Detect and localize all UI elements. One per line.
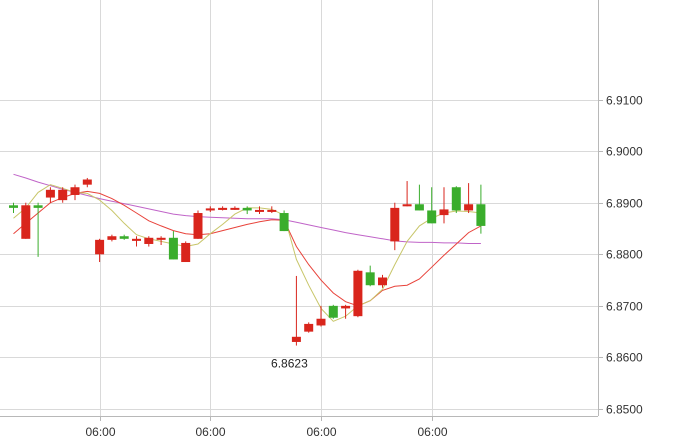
candle (144, 236, 154, 247)
candle-body (70, 187, 80, 195)
candle-body (304, 323, 314, 332)
candle (328, 304, 338, 319)
candle (193, 210, 203, 239)
candle-body (95, 239, 105, 255)
candle-body (328, 305, 338, 318)
y-tick-label: 6.9100 (606, 94, 643, 108)
candle (242, 206, 252, 215)
candle-body (378, 277, 387, 286)
candle (107, 234, 117, 242)
y-tick-label: 6.8600 (606, 351, 643, 365)
candle-body (193, 213, 203, 239)
candle (255, 206, 264, 215)
x-tick-label: 06:00 (85, 425, 115, 439)
candle (451, 186, 461, 214)
candle-body (365, 272, 375, 286)
x-tick-label: 06:00 (306, 425, 336, 439)
candle-body (390, 207, 400, 242)
candle (414, 184, 424, 211)
candle (58, 187, 68, 203)
candle-body (21, 205, 31, 239)
candle-body (316, 318, 326, 326)
candle (33, 202, 43, 257)
moving-average-lines (13, 173, 482, 322)
candle-body (33, 205, 43, 208)
candle (427, 187, 437, 224)
candle-body (451, 187, 461, 211)
candle (230, 206, 240, 210)
candle (464, 183, 474, 214)
candle (341, 304, 351, 319)
candle (279, 210, 289, 232)
candle-body (82, 179, 92, 185)
y-tick-label: 6.8700 (606, 300, 643, 314)
candle-body (279, 213, 289, 232)
candle-body (464, 204, 474, 211)
x-tick-label: 06:00 (417, 425, 447, 439)
candle-body (156, 237, 166, 240)
candle-body (181, 242, 191, 263)
candle (316, 305, 326, 327)
x-tick-label: 06:00 (195, 425, 225, 439)
candle (378, 274, 387, 288)
candle-body (267, 209, 277, 212)
candle-body (132, 238, 141, 241)
candle (82, 177, 92, 188)
candle-body (255, 209, 264, 212)
candle (353, 269, 363, 318)
candles (9, 177, 486, 346)
gridlines (0, 0, 598, 416)
candle (119, 234, 129, 240)
ma-long-line (13, 173, 481, 244)
candle (168, 231, 178, 260)
candle (132, 236, 141, 247)
candle-body (58, 189, 68, 201)
y-tick-label: 6.9000 (606, 145, 643, 159)
ma-mid-line (13, 190, 482, 307)
candle (291, 275, 301, 346)
y-tick-label: 6.8900 (606, 197, 643, 211)
candle (9, 202, 18, 214)
candle (402, 181, 412, 207)
y-tick-label: 6.8800 (606, 248, 643, 262)
labels: 6.8500 6.8600 6.8700 6.8800 6.8900 6.9000 6.91… (85, 94, 643, 440)
candle-body (427, 210, 437, 224)
candle (267, 206, 277, 214)
candle-body (341, 305, 351, 309)
candle-body (414, 204, 424, 211)
candle (181, 241, 191, 263)
candle-body (242, 207, 252, 211)
candle-body (402, 204, 412, 207)
candle (21, 202, 31, 239)
candle (390, 202, 400, 251)
candle-body (45, 189, 55, 198)
candle-body (119, 236, 129, 239)
candle-body (107, 236, 117, 240)
candle (156, 236, 166, 246)
candle (70, 184, 80, 201)
candle-body (476, 204, 486, 226)
candle-body (291, 336, 301, 342)
low-price-annotation: 6.8623 (271, 357, 308, 371)
candle-body (439, 209, 449, 216)
candle (439, 187, 449, 224)
candle (476, 184, 486, 234)
candle (218, 206, 228, 211)
candle-body (168, 237, 178, 260)
y-tick-label: 6.8500 (606, 403, 643, 417)
candle (95, 238, 105, 263)
candle (304, 322, 314, 333)
candle (365, 265, 375, 287)
candle-body (353, 270, 363, 317)
candle-body (144, 237, 154, 244)
axes (0, 0, 603, 421)
candle-body (230, 207, 240, 210)
candle-body (205, 208, 215, 211)
candle (45, 187, 55, 203)
candle-body (218, 207, 228, 210)
candle-body (9, 205, 18, 208)
candle (205, 206, 215, 212)
